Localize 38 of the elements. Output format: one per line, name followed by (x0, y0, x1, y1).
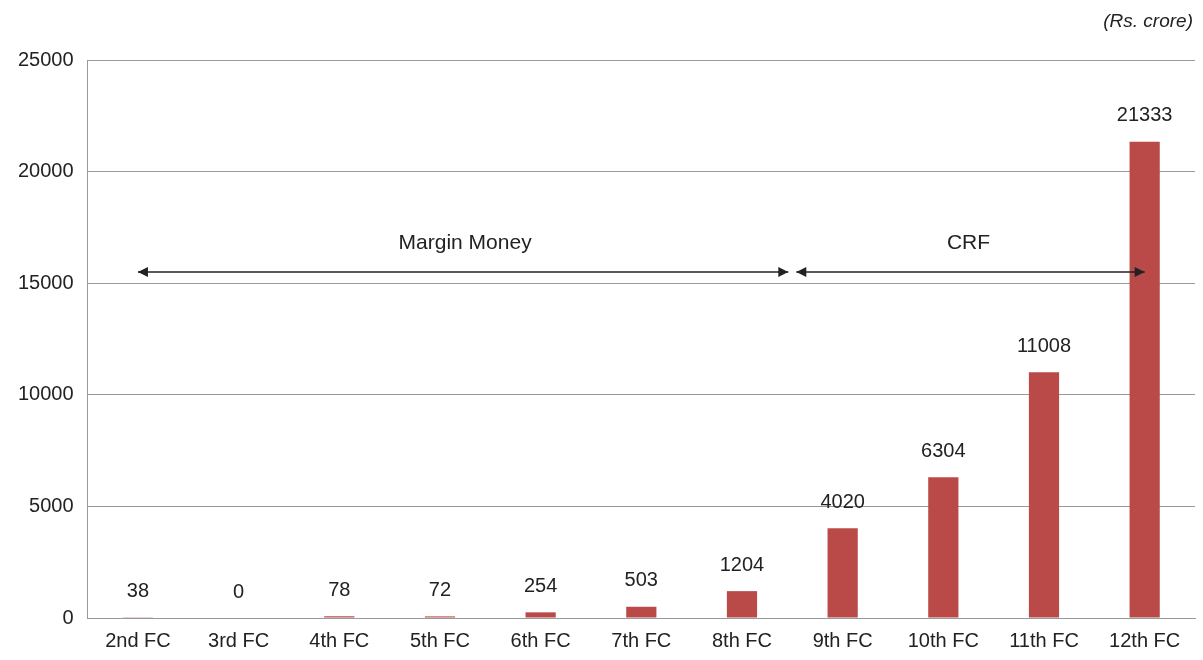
y-tick-label: 0 (62, 605, 74, 628)
bar (726, 591, 758, 618)
y-tick-label: 25000 (17, 47, 74, 70)
bar (928, 477, 959, 618)
data-label: 38 (126, 578, 150, 601)
data-label: 0 (233, 579, 245, 602)
bar (626, 606, 657, 618)
data-label: 78 (328, 577, 351, 600)
x-tick-label: 5th FC (409, 628, 470, 651)
annotation: Margin Money (398, 230, 532, 255)
x-tick-label: 10th FC (907, 628, 979, 651)
x-tick-label: 3rd FC (208, 628, 270, 651)
y-tick-label: 15000 (17, 270, 74, 293)
x-tick-label: 12th FC (1109, 628, 1181, 651)
bar (1028, 372, 1060, 618)
x-tick-label: 11th FC (1009, 628, 1079, 651)
data-label: 4020 (820, 489, 865, 512)
data-label: 6304 (921, 438, 966, 461)
text: (Rs. crore) (1103, 10, 1193, 32)
data-label: 21333 (1116, 103, 1173, 126)
x-tick-label: 4th FC (309, 628, 370, 651)
y-tick-label: 5000 (29, 493, 74, 516)
data-label: 503 (624, 568, 658, 591)
x-tick-label: 6th FC (510, 628, 571, 651)
x-tick-label: 9th FC (812, 628, 873, 651)
x-tick-label: 7th FC (611, 628, 672, 651)
bar (1129, 141, 1160, 618)
y-tick-label: 20000 (17, 159, 74, 182)
bar (525, 612, 556, 618)
bar (827, 528, 858, 618)
x-tick-label: 8th FC (711, 628, 772, 651)
annotation: CRF (946, 230, 991, 255)
data-label: 254 (523, 573, 558, 596)
data-label: 11008 (1016, 333, 1072, 356)
data-label: 72 (428, 577, 452, 600)
y-tick-label: 10000 (17, 382, 74, 405)
data-label: 1204 (719, 552, 765, 575)
x-tick-label: 2nd FC (105, 628, 171, 651)
